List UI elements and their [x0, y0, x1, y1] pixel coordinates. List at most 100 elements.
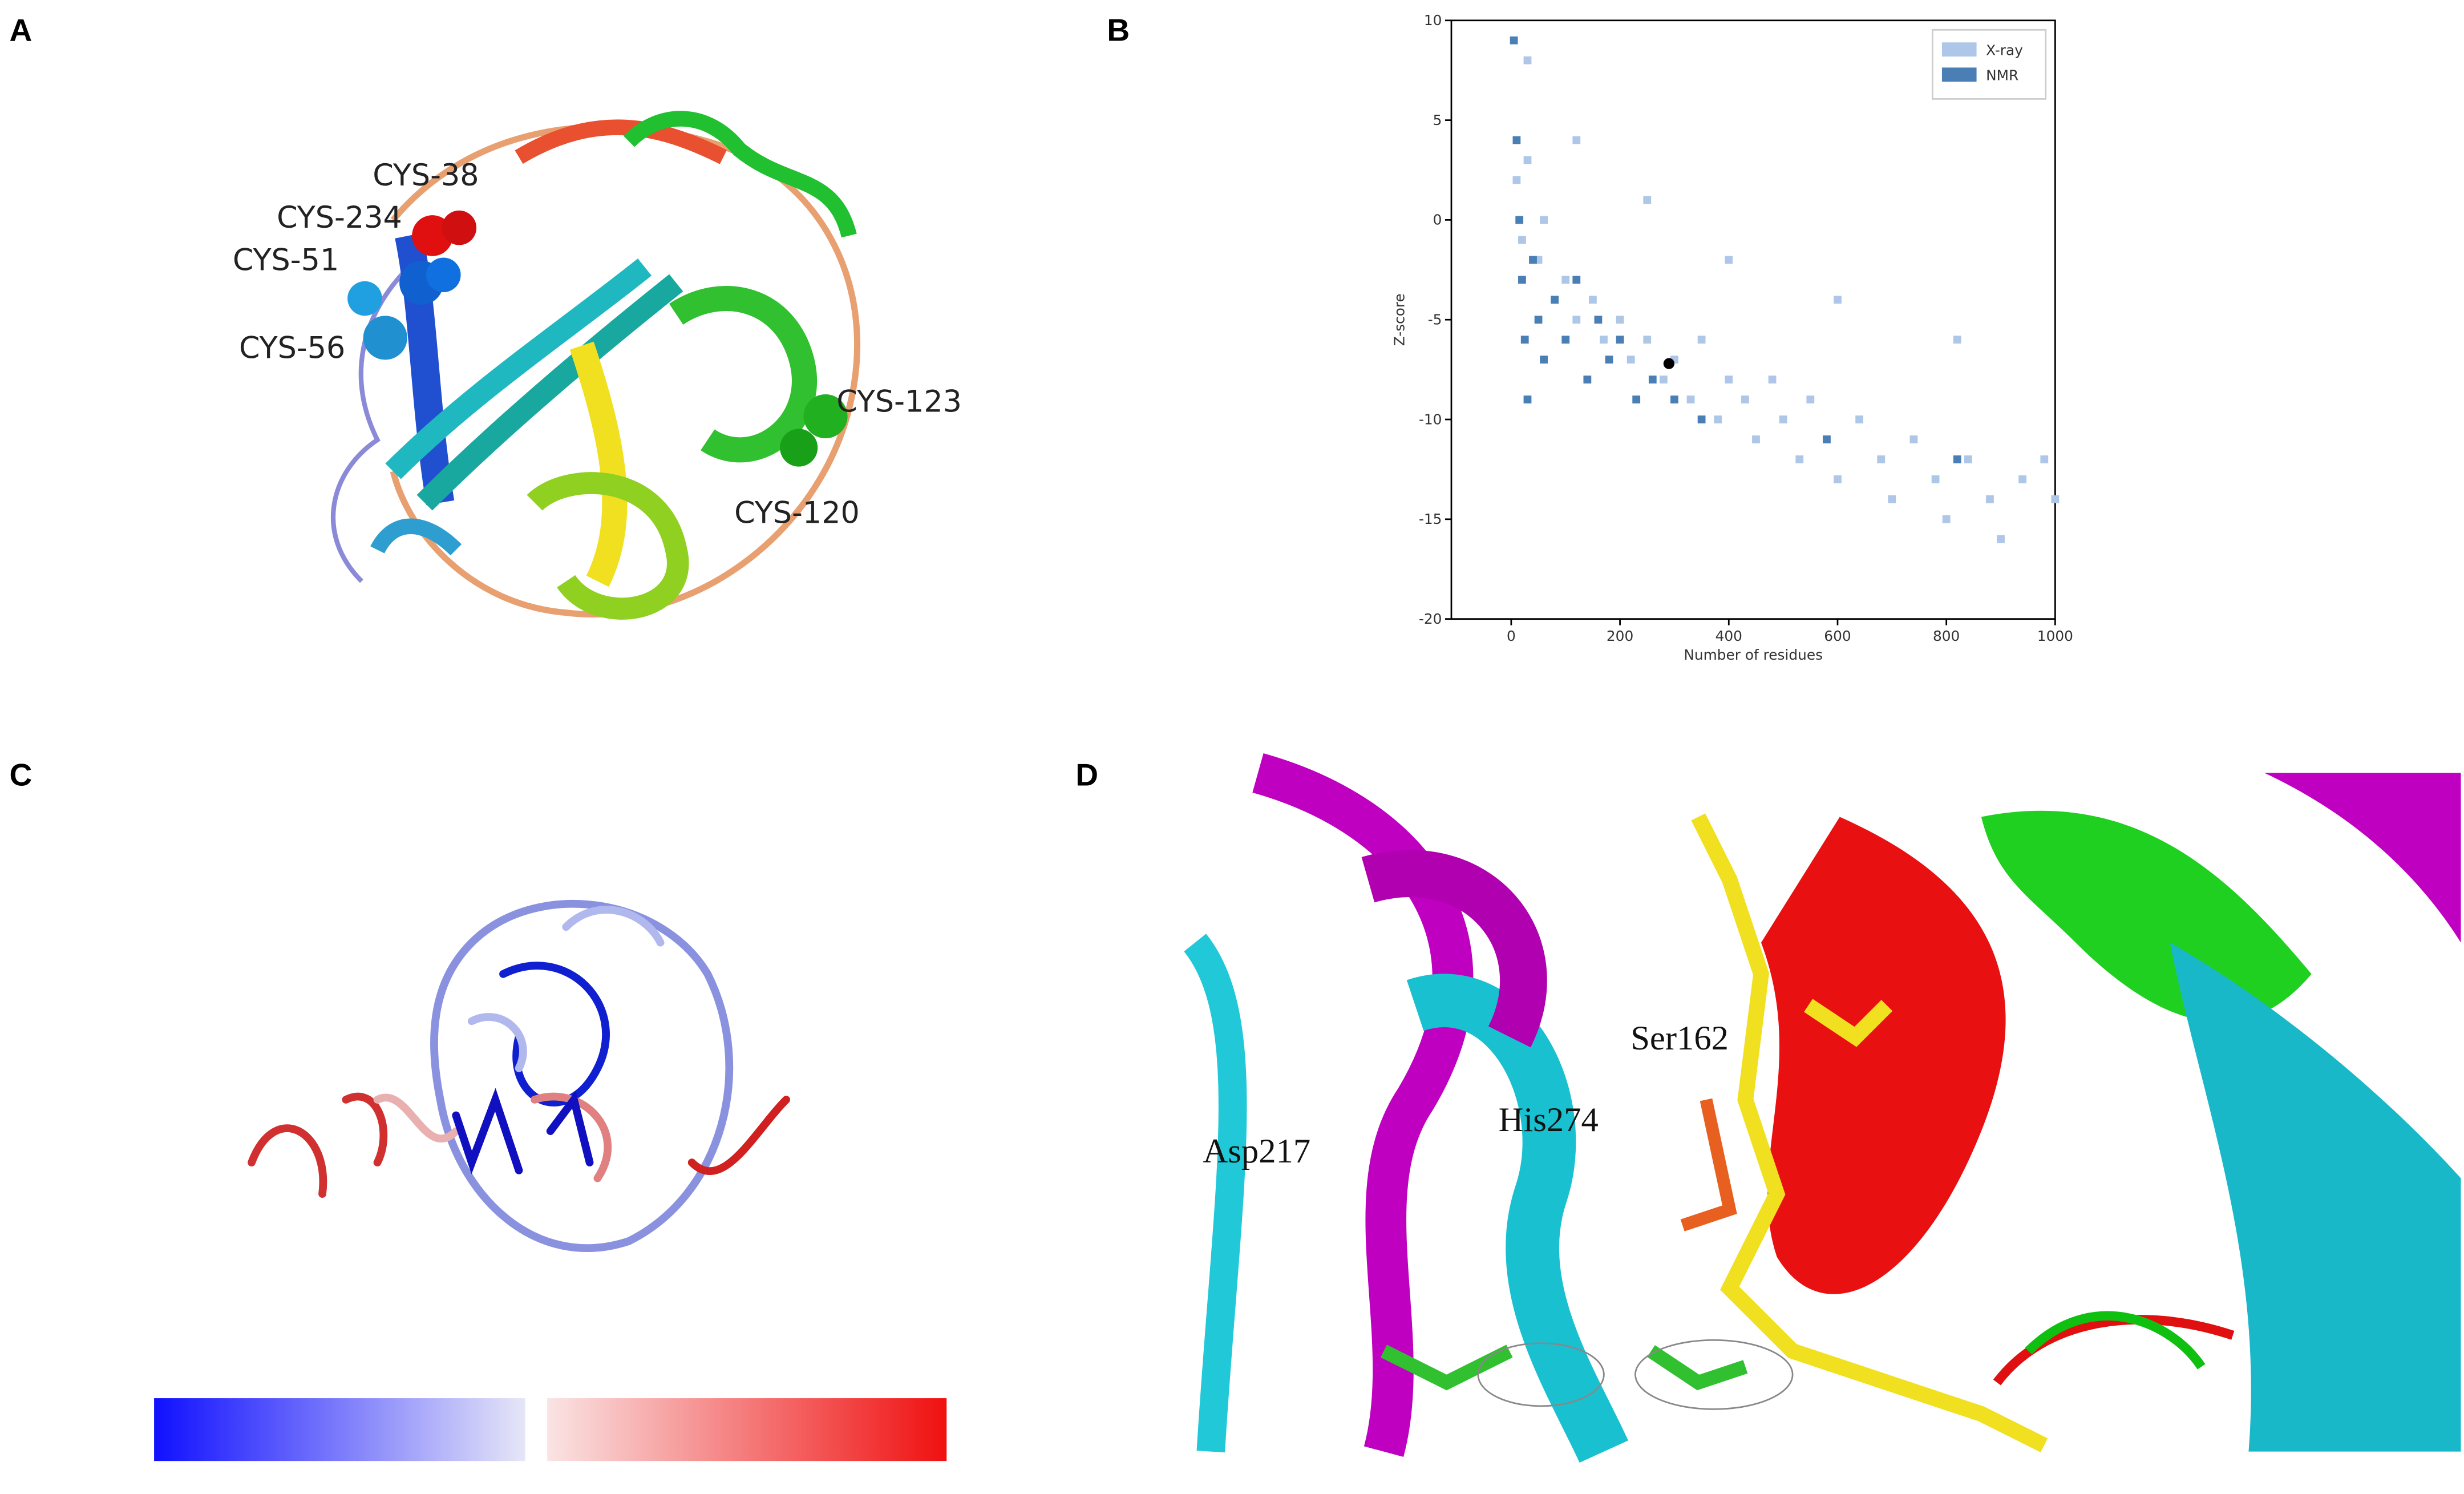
point: [1512, 176, 1521, 184]
point: [1795, 455, 1804, 463]
point: [1752, 435, 1760, 443]
point: [1529, 256, 1537, 264]
point: [1725, 256, 1733, 264]
residue-label: CYS-56: [239, 331, 345, 366]
y-tick-label: -10: [1419, 411, 1442, 427]
point: [1714, 415, 1722, 423]
point: [1583, 375, 1592, 383]
color-bar: [547, 1398, 947, 1461]
point: [1648, 375, 1657, 383]
point: [1834, 296, 1842, 304]
point: [1964, 455, 1972, 463]
legend-label: X-ray: [1986, 42, 2023, 58]
residue-label: CYS-38: [373, 158, 479, 193]
point: [1741, 395, 1749, 403]
structure-overlay-d: [1171, 753, 2461, 1463]
point: [1540, 356, 1548, 364]
point: [1643, 336, 1652, 344]
point: [1515, 216, 1524, 224]
point: [1834, 475, 1842, 483]
point: [1659, 375, 1668, 383]
point: [1572, 316, 1581, 324]
point: [1909, 435, 1918, 443]
point: [1686, 395, 1695, 403]
point: [2018, 475, 2027, 483]
point: [1768, 375, 1777, 383]
point: [1512, 136, 1521, 144]
panel-label: C: [10, 757, 33, 792]
y-tick-label: 0: [1433, 212, 1442, 228]
point: [1523, 395, 1532, 403]
point: [1561, 276, 1570, 284]
x-tick-label: 0: [1507, 628, 1516, 644]
x-tick-label: 200: [1607, 628, 1633, 644]
point: [1540, 216, 1548, 224]
point: [1997, 535, 2005, 543]
y-tick-label: -5: [1428, 311, 1442, 328]
point: [1986, 495, 1994, 503]
y-axis-label: Z-score: [1391, 293, 1407, 346]
point: [1779, 415, 1787, 423]
y-tick-label: 10: [1424, 12, 1442, 29]
x-tick-label: 600: [1824, 628, 1851, 644]
point: [1523, 56, 1532, 64]
z-score-chart: 0 200 400 600 800 1000 -20 -15 -10 -5 0 5 10 Number o…: [1391, 12, 2073, 663]
point: [1643, 196, 1652, 204]
point: [1572, 276, 1581, 284]
x-axis-label: Number of residues: [1684, 647, 1823, 663]
point: [1806, 395, 1815, 403]
point: [1523, 156, 1532, 164]
point: [1855, 415, 1864, 423]
x-tick-label: 400: [1716, 628, 1742, 644]
point: [1877, 455, 1886, 463]
point: [1697, 415, 1706, 423]
point: [1725, 375, 1733, 383]
panel-label: A: [10, 13, 33, 48]
point: [1589, 296, 1597, 304]
residue-label: CYS-120: [734, 496, 860, 531]
point: [1953, 455, 1961, 463]
point: [1561, 336, 1570, 344]
point: [1942, 515, 1951, 523]
x-tick-label: 1000: [2037, 628, 2073, 644]
color-bar: [154, 1398, 525, 1461]
point: [1823, 435, 1831, 443]
residue-label: CYS-123: [836, 384, 962, 419]
residue-label: His274: [1499, 1101, 1599, 1139]
residue-label: Asp217: [1203, 1132, 1311, 1170]
point: [1518, 236, 1526, 244]
protein-structure-c: [248, 899, 791, 1252]
residue-label: CYS-51: [233, 243, 339, 278]
point: [1953, 336, 1961, 344]
highlight-point: [1663, 358, 1675, 369]
panel-label: B: [1107, 13, 1130, 48]
residue-label: Ser162: [1630, 1019, 1729, 1057]
point: [1510, 36, 1518, 45]
point: [1632, 395, 1641, 403]
legend-box: [1932, 29, 2047, 100]
point: [1697, 336, 1706, 344]
point: [1627, 356, 1635, 364]
point: [1616, 336, 1624, 344]
panel-label: D: [1075, 757, 1098, 792]
point: [1572, 136, 1581, 144]
y-tick-label: 5: [1433, 112, 1442, 128]
point: [1670, 395, 1678, 403]
point: [1931, 475, 1940, 483]
point: [2040, 455, 2049, 463]
point: [1600, 336, 1608, 344]
point: [1594, 316, 1603, 324]
point: [1518, 276, 1526, 284]
point: [1616, 316, 1624, 324]
point: [1520, 336, 1529, 344]
residue-label: CYS-234: [277, 200, 402, 235]
point: [1605, 356, 1613, 364]
legend-swatch: [1941, 67, 1977, 82]
y-tick-label: -15: [1419, 511, 1442, 527]
point: [1551, 296, 1559, 304]
legend-label: NMR: [1986, 67, 2018, 83]
point: [1888, 495, 1896, 503]
protein-structure-a: [330, 111, 860, 620]
